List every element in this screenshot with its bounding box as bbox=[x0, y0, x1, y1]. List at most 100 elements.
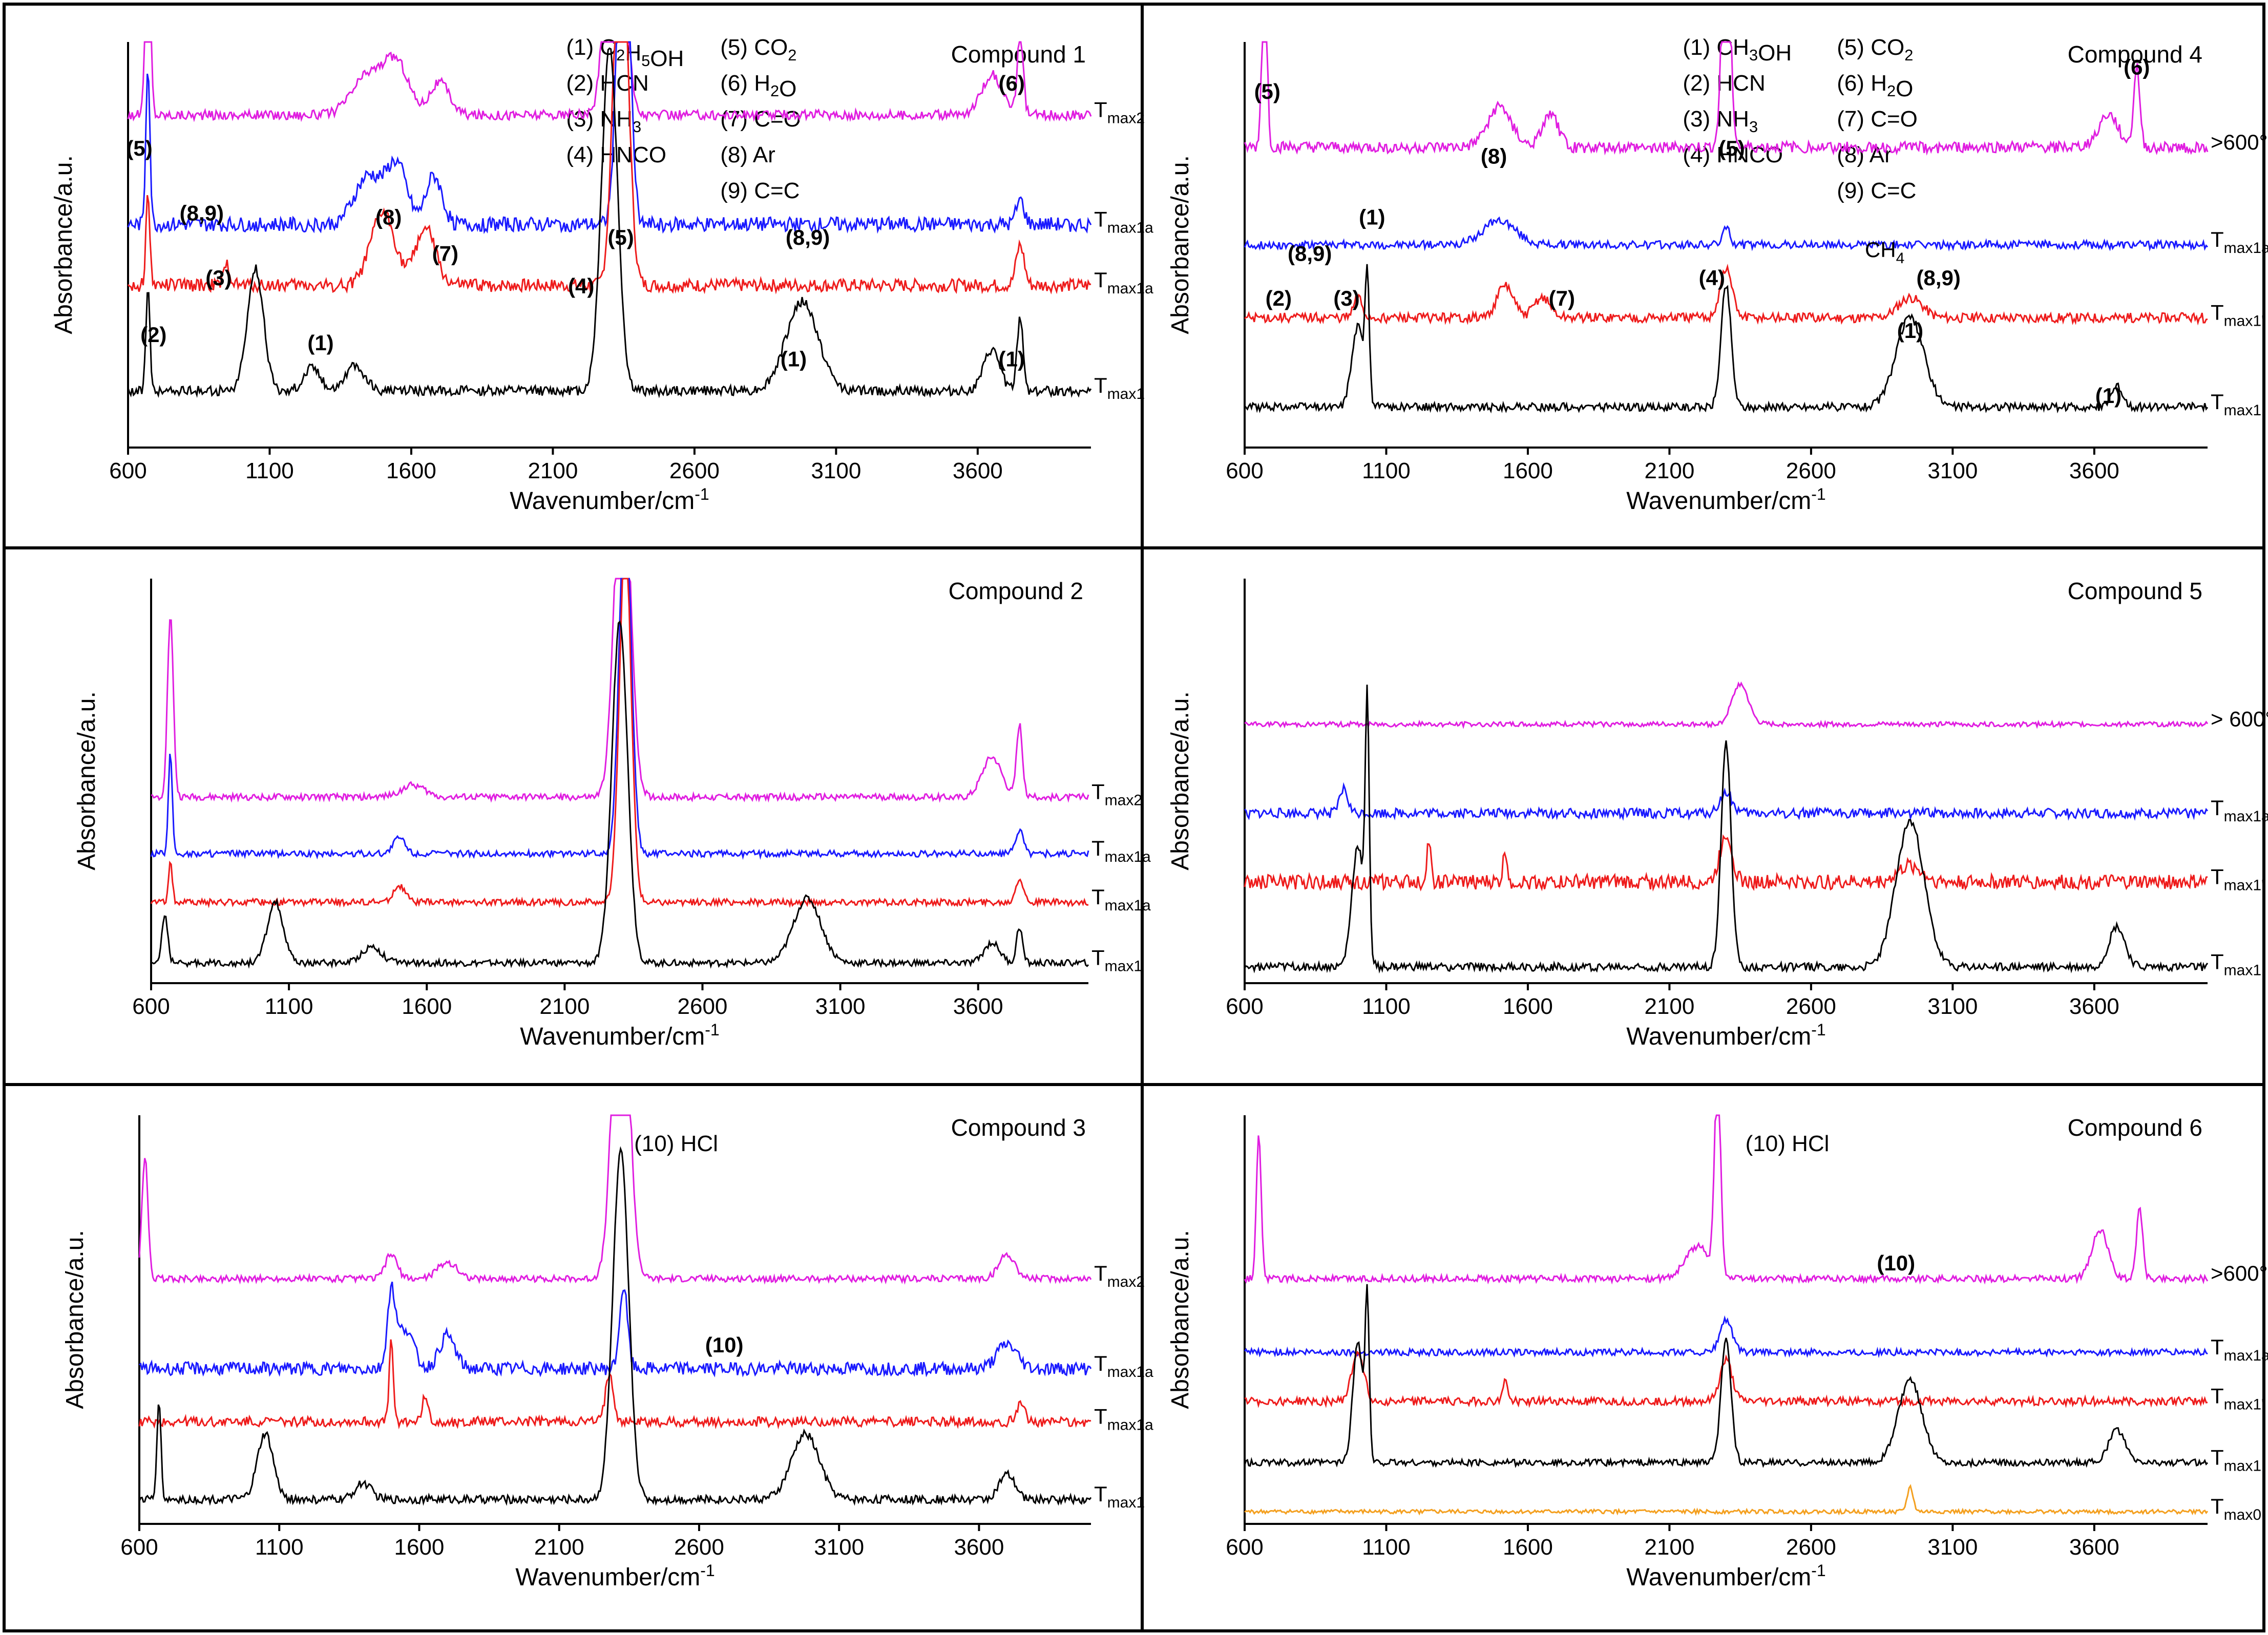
x-tick-label: 2100 bbox=[534, 1535, 584, 1560]
peak-annotation: (1) bbox=[999, 347, 1025, 371]
x-tick-label: 3100 bbox=[811, 458, 861, 483]
peak-annotation: (8) bbox=[1481, 144, 1507, 168]
series-line-red bbox=[1244, 263, 2208, 326]
series-line-red bbox=[138, 1339, 1091, 1430]
series-line-red bbox=[150, 578, 1089, 908]
x-tick-label: 600 bbox=[109, 458, 146, 483]
series-line-magenta bbox=[1244, 41, 2209, 156]
series-line-black bbox=[138, 1146, 1092, 1506]
y-axis-label: Absorbance/a.u. bbox=[1167, 1230, 1194, 1409]
x-tick-label: 1100 bbox=[1362, 458, 1411, 483]
legend-entry: (6) H2O bbox=[1837, 71, 1913, 101]
x-tick-label: 1600 bbox=[1503, 994, 1553, 1019]
series-line-magenta bbox=[1244, 1114, 2209, 1285]
chart-panel-3: 600 1100 1600 2100 2600 3100 3600 Wavenumber/cm… bbox=[73, 578, 1151, 1050]
x-tick-label: 1600 bbox=[402, 994, 452, 1019]
x-tick-label: 1100 bbox=[255, 1535, 304, 1560]
x-tick-label: 2100 bbox=[539, 994, 590, 1019]
peak-annotation: (1) bbox=[307, 331, 333, 355]
peak-annotation: (8) bbox=[375, 205, 402, 229]
legend-entry: (2) HCN bbox=[1683, 71, 1765, 96]
x-tick-label: 3600 bbox=[2069, 994, 2119, 1019]
chart-title: Compound 4 bbox=[2068, 41, 2202, 68]
peak-annotation: (1) bbox=[1897, 318, 1923, 343]
legend-entry: (10) HCl bbox=[1746, 1131, 1830, 1156]
peak-annotation: (1) bbox=[2095, 384, 2122, 408]
x-axis-label: Wavenumber/cm-1 bbox=[1626, 485, 1825, 515]
peak-annotation: (4) bbox=[568, 274, 594, 298]
x-tick-label: 3600 bbox=[953, 458, 1003, 483]
x-tick-label: 1600 bbox=[394, 1535, 445, 1560]
peak-annotation: (5) bbox=[126, 136, 152, 160]
series-label: >600°C bbox=[2211, 1261, 2268, 1285]
x-tick-label: 600 bbox=[1226, 458, 1263, 483]
y-axis-label: Absorbance/a.u. bbox=[1167, 155, 1194, 334]
peak-annotation: (8,9) bbox=[1288, 242, 1332, 266]
x-tick-label: 1600 bbox=[386, 458, 436, 483]
x-tick-label: 3100 bbox=[815, 994, 866, 1019]
series-line-black bbox=[127, 47, 1092, 398]
peak-annotation: (8,9) bbox=[786, 225, 830, 249]
x-tick-label: 1100 bbox=[245, 458, 294, 483]
peak-annotation: (3) bbox=[205, 266, 232, 290]
peak-annotation: (2) bbox=[1266, 286, 1292, 310]
series-line-black bbox=[151, 620, 1089, 969]
x-tick-label: 2100 bbox=[1644, 1535, 1694, 1560]
x-tick-label: 3600 bbox=[2069, 1535, 2119, 1560]
series-line-red bbox=[1244, 1350, 2208, 1409]
x-tick-label: 1100 bbox=[1362, 1535, 1411, 1560]
series-line-magenta bbox=[1244, 681, 2209, 729]
peak-annotation: (1) bbox=[781, 347, 807, 371]
x-tick-label: 1600 bbox=[1503, 458, 1553, 483]
peak-annotation: (3) bbox=[1333, 286, 1359, 310]
legend-entry: (3) NH3 bbox=[1683, 107, 1758, 136]
x-tick-label: 2600 bbox=[669, 458, 720, 483]
legend-entry: (7) C=O bbox=[1837, 107, 1918, 132]
series-label: >600°C bbox=[2211, 130, 2268, 154]
x-tick-label: 600 bbox=[132, 994, 170, 1019]
x-tick-label: 1600 bbox=[1503, 1535, 1553, 1560]
peak-annotation: (10) bbox=[705, 1333, 744, 1357]
chart-title: Compound 6 bbox=[2068, 1114, 2202, 1141]
peak-annotation: (7) bbox=[1549, 286, 1575, 310]
x-tick-label: 2600 bbox=[1786, 994, 1836, 1019]
y-axis-label: Absorbance/a.u. bbox=[1167, 691, 1194, 870]
x-axis-label: Wavenumber/cm-1 bbox=[1626, 1561, 1825, 1591]
legend-entry: (5) CO2 bbox=[1837, 35, 1913, 64]
x-tick-label: 3600 bbox=[2069, 458, 2119, 483]
x-tick-label: 2100 bbox=[528, 458, 578, 483]
series-line-magenta bbox=[151, 578, 1089, 803]
peak-annotation: (2) bbox=[140, 323, 166, 347]
x-axis-label: Wavenumber/cm-1 bbox=[520, 1021, 719, 1050]
legend-entry: (9) C=C bbox=[1837, 178, 1916, 203]
legend-entry: (8) Ar bbox=[720, 142, 775, 167]
chart-title: Compound 5 bbox=[2068, 578, 2202, 604]
peak-annotation: (8,9) bbox=[1917, 266, 1961, 290]
y-axis-label: Absorbance/a.u. bbox=[73, 691, 100, 870]
series-line-black bbox=[1244, 264, 2209, 414]
y-axis-label: Absorbance/a.u. bbox=[61, 1230, 89, 1409]
x-tick-label: 2600 bbox=[678, 994, 728, 1019]
series-line-black bbox=[1244, 1284, 2209, 1469]
x-tick-label: 2600 bbox=[1786, 1535, 1836, 1560]
legend-entry: (5) CO2 bbox=[720, 35, 796, 64]
chart-title: Compound 3 bbox=[951, 1114, 1086, 1141]
y-axis-label: Absorbance/a.u. bbox=[50, 155, 77, 334]
peak-annotation: (7) bbox=[432, 242, 458, 266]
series-line-magenta bbox=[138, 1114, 1092, 1285]
series-line-black bbox=[1244, 685, 2209, 974]
x-tick-label: 1100 bbox=[1362, 994, 1411, 1019]
peak-annotation: (6) bbox=[999, 71, 1025, 95]
series-label: > 600°C bbox=[2211, 707, 2268, 731]
x-tick-label: 3600 bbox=[954, 1535, 1004, 1560]
x-tick-label: 2100 bbox=[1644, 458, 1694, 483]
legend-entry: (6) H2O bbox=[720, 71, 796, 101]
x-tick-label: 2600 bbox=[674, 1535, 724, 1560]
series-label: Tmax1a bbox=[1094, 207, 1153, 236]
legend-entry: (2) HCN bbox=[566, 71, 648, 96]
legend-entry: (1) C2H5OH bbox=[566, 35, 684, 71]
series-line-blue bbox=[139, 1281, 1092, 1377]
x-axis-label: Wavenumber/cm-1 bbox=[515, 1561, 715, 1591]
x-tick-label: 2100 bbox=[1644, 994, 1694, 1019]
series-line-red bbox=[1244, 834, 2208, 892]
